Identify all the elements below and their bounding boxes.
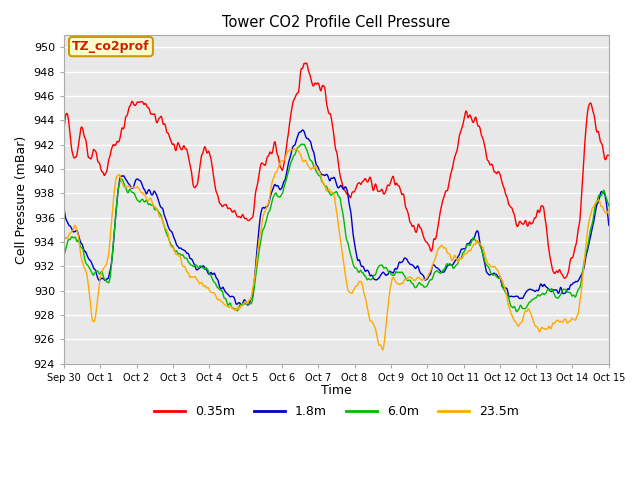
0.35m [605, 153, 612, 158]
0.35m [302, 60, 310, 66]
23.5m [435, 245, 443, 251]
0.35m [60, 127, 68, 132]
1.8m [301, 132, 309, 137]
6.0m [435, 269, 442, 275]
6.0m [301, 142, 308, 147]
0.35m [495, 169, 503, 175]
6.0m [605, 203, 612, 209]
1.8m [605, 222, 612, 228]
Line: 1.8m: 1.8m [64, 130, 609, 305]
0.35m [116, 137, 124, 143]
23.5m [116, 172, 124, 178]
Line: 23.5m: 23.5m [64, 149, 609, 350]
23.5m [605, 207, 612, 213]
6.0m [298, 141, 305, 147]
1.8m [116, 177, 124, 183]
Line: 6.0m: 6.0m [64, 144, 609, 312]
0.35m [280, 159, 288, 165]
1.8m [496, 274, 504, 280]
6.0m [486, 266, 493, 272]
1.8m [60, 206, 68, 212]
23.5m [292, 146, 300, 152]
Legend: 0.35m, 1.8m, 6.0m, 23.5m: 0.35m, 1.8m, 6.0m, 23.5m [149, 400, 524, 423]
1.8m [238, 302, 246, 308]
Line: 0.35m: 0.35m [64, 63, 609, 278]
Title: Tower CO2 Profile Cell Pressure: Tower CO2 Profile Cell Pressure [222, 15, 451, 30]
0.35m [486, 161, 493, 167]
23.5m [301, 158, 308, 164]
X-axis label: Time: Time [321, 384, 352, 397]
23.5m [486, 263, 493, 268]
6.0m [513, 309, 520, 314]
1.8m [486, 272, 493, 278]
23.5m [280, 157, 288, 163]
Y-axis label: Cell Pressure (mBar): Cell Pressure (mBar) [15, 135, 28, 264]
6.0m [60, 253, 68, 259]
23.5m [379, 347, 387, 353]
6.0m [495, 276, 503, 281]
23.5m [60, 237, 68, 243]
1.8m [435, 267, 443, 273]
1.8m [281, 178, 289, 183]
0.35m [435, 219, 442, 225]
0.35m [300, 61, 308, 67]
23.5m [496, 273, 504, 279]
0.35m [561, 276, 568, 281]
6.0m [280, 183, 288, 189]
6.0m [116, 180, 124, 185]
Text: TZ_co2prof: TZ_co2prof [72, 40, 150, 53]
1.8m [299, 127, 307, 133]
